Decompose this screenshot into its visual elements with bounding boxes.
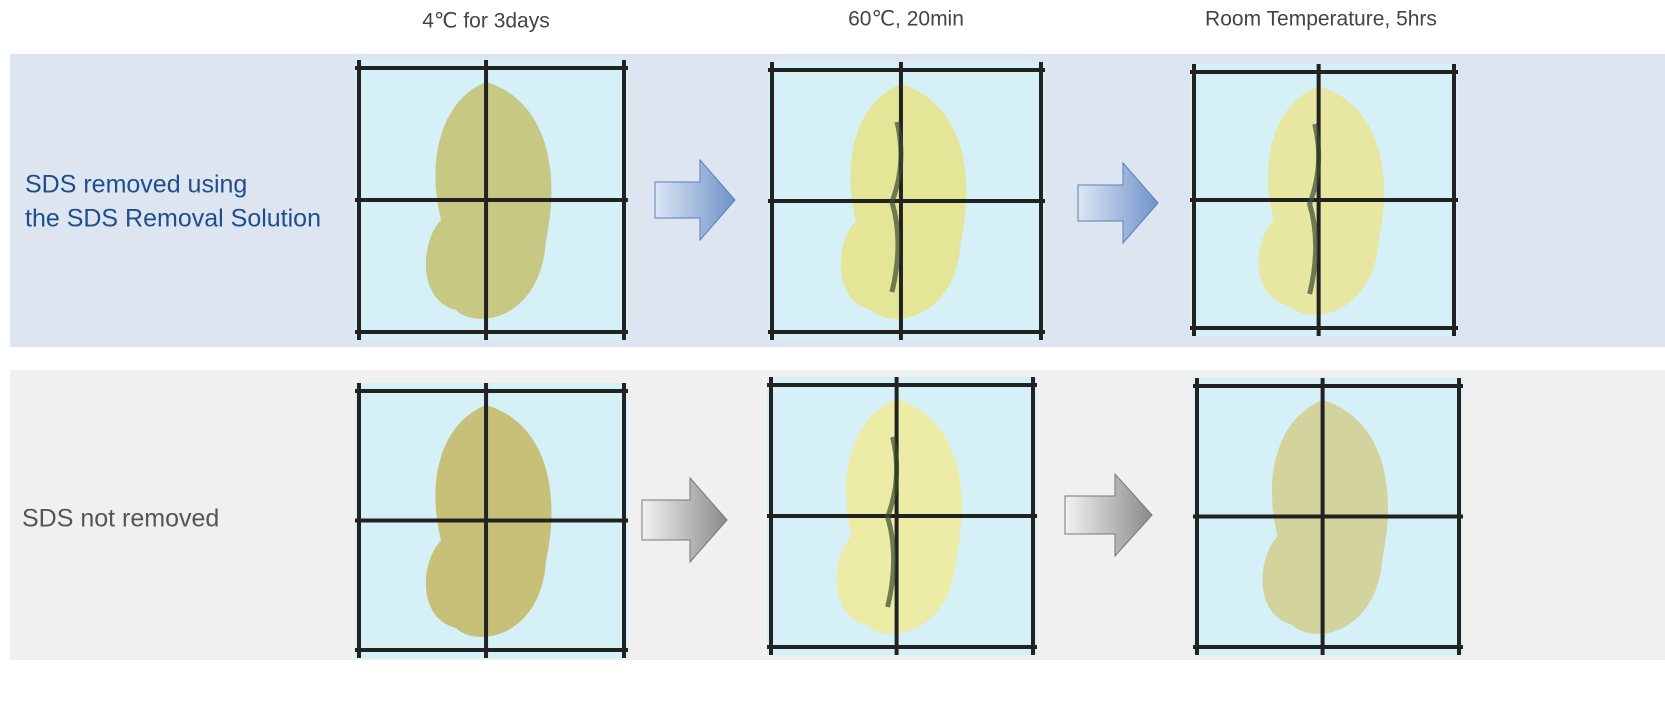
column-header: 4℃ for 3days xyxy=(422,10,549,33)
column-header: Room Temperature, 5hrs xyxy=(1205,8,1437,31)
arrow xyxy=(641,476,728,564)
row-label: SDS removed using xyxy=(25,171,247,199)
column-header: 60℃, 20min xyxy=(848,8,964,31)
crack xyxy=(889,121,904,293)
row-label: the SDS Removal Solution xyxy=(25,205,321,233)
crack xyxy=(1307,123,1322,295)
row-label: SDS not removed xyxy=(22,505,219,533)
arrow xyxy=(654,158,736,242)
arrow xyxy=(1064,472,1153,558)
crack xyxy=(884,436,900,608)
arrow xyxy=(1077,161,1159,245)
